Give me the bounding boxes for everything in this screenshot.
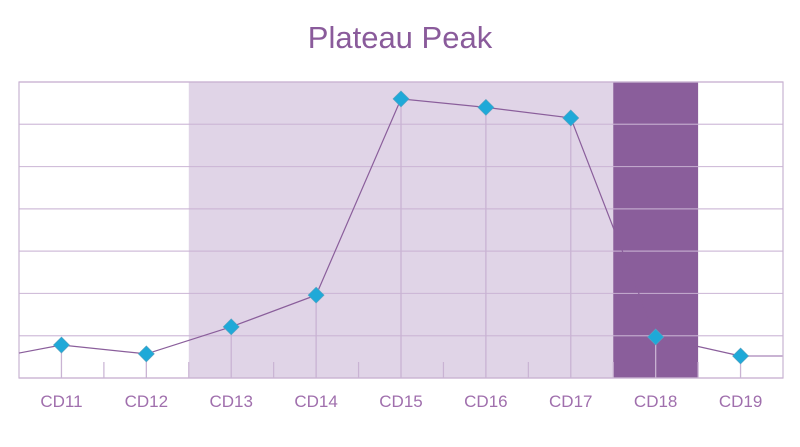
- data-point-marker: [307, 286, 325, 304]
- x-axis-label: CD12: [125, 392, 168, 411]
- data-point-marker: [732, 347, 749, 365]
- data-point-marker: [392, 90, 410, 108]
- x-axis-label: CD15: [379, 392, 422, 411]
- x-axis-label: CD13: [209, 392, 252, 411]
- x-axis-label: CD19: [719, 392, 762, 411]
- x-axis-label: CD14: [294, 392, 337, 411]
- x-axis-label: CD17: [549, 392, 592, 411]
- data-point-marker: [53, 336, 70, 354]
- x-axis-label: CD16: [464, 392, 507, 411]
- data-point-marker: [647, 328, 665, 346]
- data-point-marker: [137, 345, 155, 363]
- chart-title: Plateau Peak: [307, 20, 493, 55]
- series-line: [18, 98, 741, 357]
- x-axis-label: CD18: [634, 392, 677, 411]
- data-point-marker: [562, 109, 580, 127]
- data-point-marker: [222, 318, 240, 336]
- x-axis-label: CD11: [40, 392, 82, 411]
- data-point-marker: [477, 98, 495, 116]
